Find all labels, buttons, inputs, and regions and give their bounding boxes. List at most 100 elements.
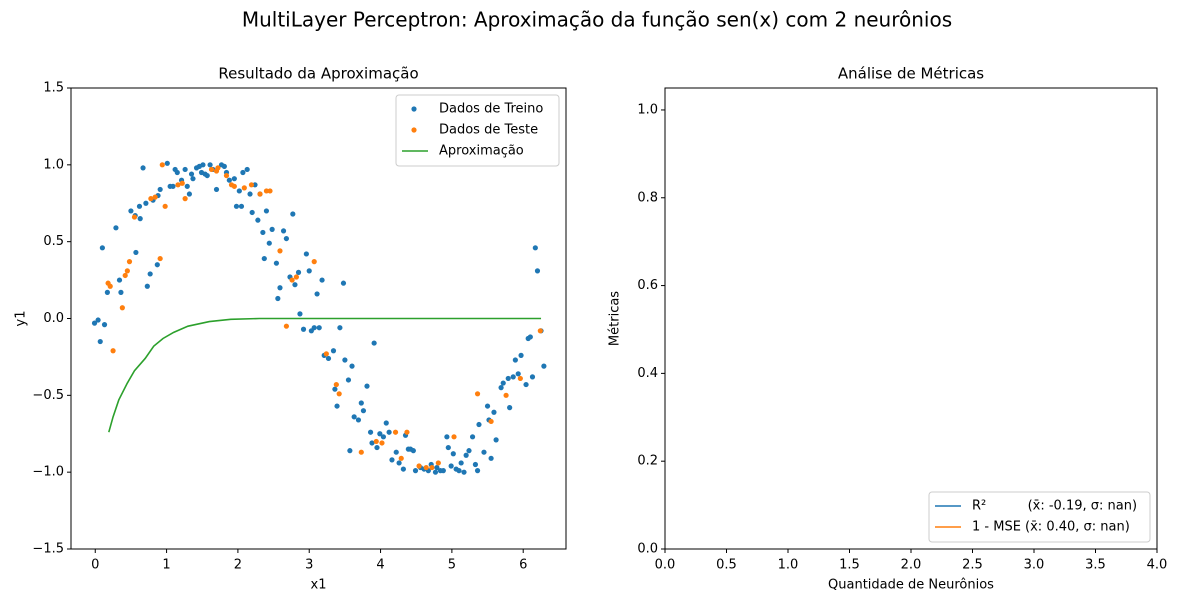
scatter-point xyxy=(101,322,108,328)
scatter-point xyxy=(184,183,190,189)
scatter-point xyxy=(358,400,364,406)
scatter-point xyxy=(330,348,337,354)
scatter-point xyxy=(484,403,491,409)
scatter-point xyxy=(523,381,529,388)
scatter-point xyxy=(221,163,227,169)
scatter-point xyxy=(241,185,247,191)
y-tick-label: −1.5 xyxy=(32,542,64,557)
scatter-point xyxy=(273,260,280,266)
scatter-point xyxy=(162,203,168,209)
scatter-point xyxy=(143,200,149,206)
scatter-point xyxy=(231,176,237,182)
x-tick-label: 1.0 xyxy=(778,558,799,573)
scatter-point xyxy=(488,455,494,461)
x-tick-label: 4.0 xyxy=(1147,558,1168,573)
legend-label: Dados de Teste xyxy=(439,123,538,138)
axes-frame xyxy=(664,87,1158,550)
scatter-point xyxy=(412,468,419,474)
legend-label: Aproximação xyxy=(439,144,524,159)
scatter-point xyxy=(124,268,130,274)
scatter-point xyxy=(255,217,261,223)
scatter-point xyxy=(537,328,543,334)
scatter-point xyxy=(200,162,206,168)
scatter-point xyxy=(159,162,165,168)
scatter-point xyxy=(379,440,385,446)
scatter-point xyxy=(97,338,103,345)
scatter-point xyxy=(435,460,441,466)
scatter-point xyxy=(517,375,523,382)
scatter-point xyxy=(432,469,439,475)
scatter-point xyxy=(347,448,353,454)
scatter-point xyxy=(260,229,266,236)
y-tick-label: 0.8 xyxy=(637,190,658,205)
scatter-point xyxy=(292,282,298,288)
scatter-point xyxy=(99,245,105,251)
scatter-point xyxy=(204,172,210,179)
scatter-point xyxy=(371,340,377,346)
scatter-point xyxy=(334,403,340,409)
scatter-point xyxy=(510,374,516,380)
scatter-point xyxy=(289,277,295,283)
scatter-point xyxy=(213,186,220,193)
scatter-point xyxy=(295,269,302,275)
scatter-point xyxy=(208,166,215,173)
scatter-point xyxy=(164,160,170,166)
scatter-point xyxy=(248,182,255,188)
scatter-point xyxy=(140,165,146,171)
scatter-point xyxy=(118,289,124,295)
scatter-point xyxy=(137,216,143,222)
scatter-point xyxy=(207,162,213,168)
scatter-point xyxy=(107,283,113,289)
legend-label: R² (x̄: -0.19, σ: nan) xyxy=(972,499,1137,514)
scatter-point xyxy=(466,448,472,454)
scatter-point xyxy=(541,363,547,369)
x-axis-label: Quantidade de Neurônios xyxy=(828,578,994,593)
legend-box xyxy=(395,94,560,167)
scatter-point xyxy=(303,251,309,257)
y-tick-label: 0.6 xyxy=(637,278,658,293)
scatter-point xyxy=(448,463,454,469)
scatter-point xyxy=(529,374,536,380)
legend-marker xyxy=(411,106,417,112)
scatter-point xyxy=(174,169,180,176)
scatter-point xyxy=(336,391,342,397)
scatter-point xyxy=(275,295,281,302)
x-tick-label: 1 xyxy=(162,558,170,573)
x-tick-label: 5 xyxy=(448,558,456,573)
scatter-point xyxy=(252,182,258,188)
legend-marker xyxy=(411,127,417,133)
x-tick-label: 3.0 xyxy=(1024,558,1045,573)
scatter-point xyxy=(488,418,494,425)
scatter-point xyxy=(170,183,176,189)
scatter-point xyxy=(469,434,476,440)
scatter-point xyxy=(416,463,422,469)
scatter-point xyxy=(116,277,123,283)
scatter-point xyxy=(133,249,139,256)
scatter-point xyxy=(389,457,395,463)
scatter-point xyxy=(373,438,379,445)
scatter-point xyxy=(503,392,509,398)
scatter-point xyxy=(398,455,404,461)
scatter-point xyxy=(472,461,479,468)
scatter-point xyxy=(474,468,481,474)
y-tick-label: 1.0 xyxy=(637,102,658,117)
scatter-point xyxy=(445,444,451,451)
scatter-point xyxy=(461,469,467,475)
scatter-point xyxy=(380,434,387,440)
scatter-point xyxy=(332,386,338,392)
x-tick-label: 2.5 xyxy=(962,558,983,573)
scatter-point xyxy=(314,291,320,297)
scatter-point xyxy=(423,464,429,471)
scatter-point xyxy=(351,414,357,420)
scatter-point xyxy=(527,334,533,340)
scatter-point xyxy=(429,464,435,471)
scatter-point xyxy=(257,191,263,197)
x-tick-label: 0.5 xyxy=(716,558,737,573)
scatter-point xyxy=(396,460,402,466)
scatter-point xyxy=(476,421,482,428)
scatter-point xyxy=(342,357,348,363)
line xyxy=(108,317,542,433)
x-tick-label: 6 xyxy=(519,558,527,573)
y-axis-label: y1 xyxy=(14,311,29,327)
scatter-point xyxy=(491,409,497,415)
